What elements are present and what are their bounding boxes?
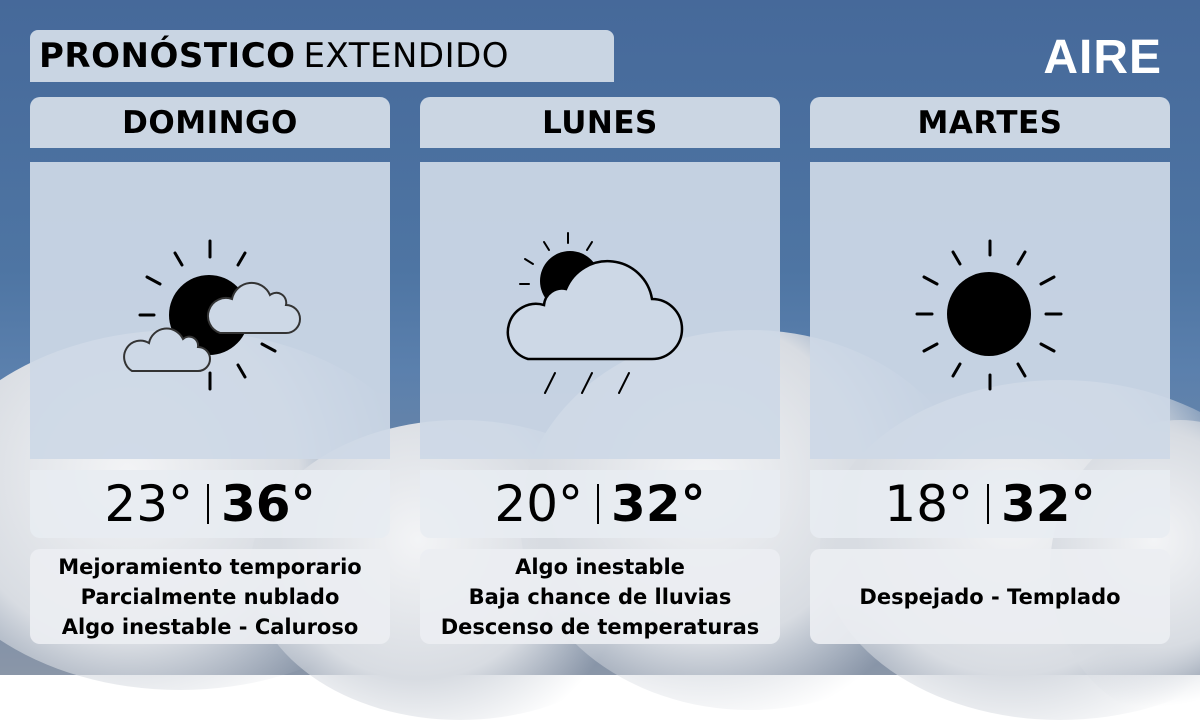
cloud-sun-rain-icon (506, 231, 684, 394)
description-box: Despejado - Templado (810, 549, 1170, 644)
description-box: Mejoramiento temporario Parcialmente nub… (30, 549, 390, 644)
weather-icon-panel (810, 162, 1170, 459)
temp-min: 23° (104, 475, 194, 533)
sun-icon (915, 239, 1063, 390)
temp-max: 36° (221, 475, 316, 533)
description-line: Descenso de temperaturas (440, 614, 760, 639)
title-bold: PRONÓSTICO (39, 36, 296, 76)
description-line: Baja chance de lluvias (468, 584, 732, 609)
temperature-box: 18° 32° (810, 470, 1170, 538)
day-card-lunes: LUNES 20° 32° Algo inestable Baja chance (420, 97, 780, 644)
day-name: MARTES (810, 97, 1170, 148)
temp-max: 32° (1001, 475, 1096, 533)
brand-logo: AIRE (1043, 31, 1162, 84)
description-line: Mejoramiento temporario (58, 554, 362, 579)
weather-icon-panel (420, 162, 780, 459)
description-box: Algo inestable Baja chance de lluvias De… (420, 549, 780, 644)
temperature-box: 23° 36° (30, 470, 390, 538)
page-title: PRONÓSTICO EXTENDIDO (30, 30, 614, 82)
description-line: Algo inestable - Caluroso (61, 614, 359, 639)
temperature-box: 20° 32° (420, 470, 780, 538)
temp-min: 18° (884, 475, 974, 533)
description-line: Parcialmente nublado (80, 584, 340, 609)
weather-icon-panel (30, 162, 390, 459)
description-line: Algo inestable (515, 554, 685, 579)
title-light: EXTENDIDO (303, 36, 510, 76)
day-card-domingo: DOMINGO 23° 36° Mejoramiento temporario … (30, 97, 390, 644)
temp-divider (987, 484, 990, 524)
description-line: Despejado - Templado (859, 584, 1121, 609)
temp-divider (597, 484, 600, 524)
day-name: LUNES (420, 97, 780, 148)
temp-max: 32° (611, 475, 706, 533)
temp-divider (207, 484, 210, 524)
day-name: DOMINGO (30, 97, 390, 148)
partly-cloudy-sun-icon (123, 239, 301, 390)
day-card-martes: MARTES 18° 32° Despejado - Te (810, 97, 1170, 644)
temp-min: 20° (494, 475, 584, 533)
